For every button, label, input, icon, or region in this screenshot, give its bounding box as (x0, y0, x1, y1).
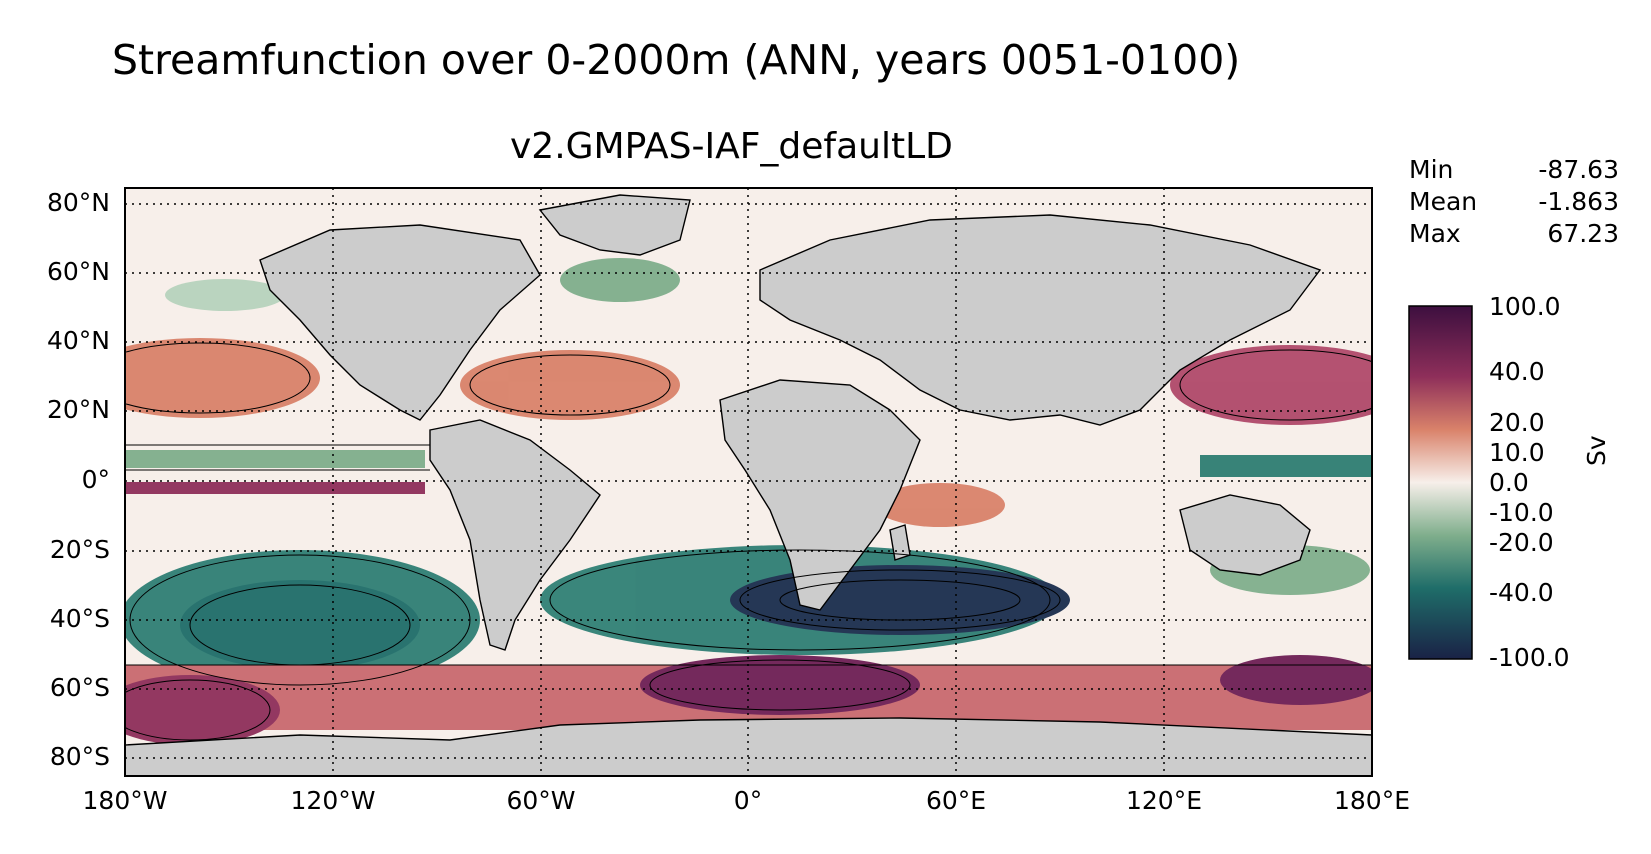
stat-max-label: Max (1409, 219, 1461, 248)
south-america (429, 419, 601, 651)
stat-min-value: -87.63 (1538, 155, 1619, 184)
lon-label-0: 0° (733, 786, 763, 815)
colorbar-tick-neg100: -100.0 (1489, 643, 1570, 672)
lat-label-20s: 20°S (49, 535, 110, 564)
australia (1179, 494, 1311, 576)
colorbar-tick-neg10: -10.0 (1489, 498, 1554, 527)
lat-label-20n: 20°N (46, 395, 110, 424)
lat-label-60n: 60°N (46, 257, 110, 286)
gridlines (125, 188, 1372, 776)
streamfunction-field (125, 258, 1372, 745)
lat-label-80s: 80°S (49, 742, 110, 771)
colorbar-tick-0: 0.0 (1489, 468, 1529, 497)
lon-label-60e: 60°E (925, 786, 987, 815)
lon-label-120w: 120°W (290, 786, 376, 815)
antarctica (125, 717, 1372, 776)
stat-mean: Mean -1.863 (1409, 186, 1619, 218)
colorbar-tick-10: 10.0 (1489, 438, 1545, 467)
lon-label-180w: 180°W (82, 786, 168, 815)
stat-max-value: 67.23 (1547, 219, 1619, 248)
stat-mean-label: Mean (1409, 187, 1478, 216)
colorbar-tick-neg20: -20.0 (1489, 528, 1554, 557)
lat-label-40s: 40°S (49, 604, 110, 633)
stats-box: Min -87.63 Mean -1.863 Max 67.23 (1409, 154, 1619, 250)
eurasia (759, 214, 1322, 426)
lat-label-60s: 60°S (49, 673, 110, 702)
map-area (125, 188, 1372, 776)
lat-label-80n: 80°N (46, 188, 110, 217)
stat-mean-value: -1.863 (1538, 187, 1619, 216)
colorbar-tick-neg40: -40.0 (1489, 578, 1554, 607)
colorbar-tick-100: 100.0 (1489, 292, 1561, 321)
figure-title: Streamfunction over 0-2000m (ANN, years … (112, 36, 1241, 84)
colorbar-tick-20: 20.0 (1489, 408, 1545, 437)
lat-label-40n: 40°N (46, 326, 110, 355)
panel-title: v2.GMPAS-IAF_defaultLD (510, 126, 953, 167)
stat-max: Max 67.23 (1409, 218, 1619, 250)
greenland (538, 194, 691, 256)
lon-label-60w: 60°W (506, 786, 576, 815)
colorbar-tick-40: 40.0 (1489, 357, 1545, 386)
map-frame (124, 187, 1373, 777)
lon-label-120e: 120°E (1125, 786, 1202, 815)
lat-label-0: 0° (81, 465, 110, 494)
colorbar (1408, 305, 1473, 660)
stat-min-label: Min (1409, 155, 1454, 184)
africa (719, 379, 921, 611)
lon-label-180e: 180°E (1333, 786, 1410, 815)
stat-min: Min -87.63 (1409, 154, 1619, 186)
colorbar-unit-label: Sv (1582, 435, 1611, 466)
